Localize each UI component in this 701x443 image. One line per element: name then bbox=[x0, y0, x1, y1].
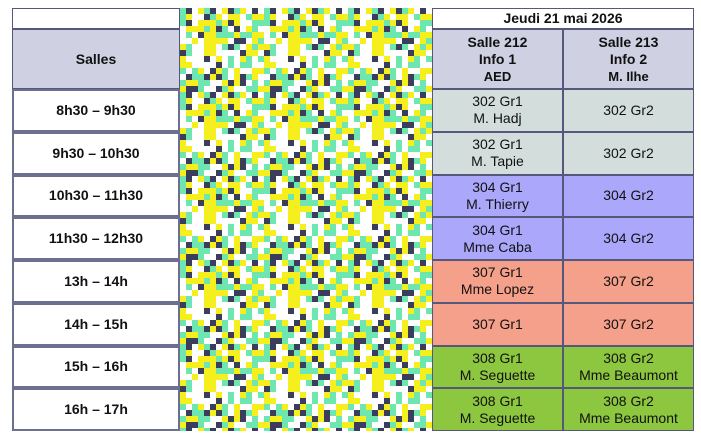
class-cell: 304 Gr2 bbox=[563, 174, 694, 218]
cell-text: 14h – 15h bbox=[64, 315, 128, 332]
class-cell: 308 Gr2 Mme Beaumont bbox=[563, 388, 694, 431]
cell-text: 13h – 14h bbox=[64, 272, 128, 289]
time-slot: 11h30 – 12h30 bbox=[12, 217, 180, 260]
time-slot: 10h30 – 11h30 bbox=[12, 174, 180, 218]
cell-text: 11h30 – 12h30 bbox=[48, 230, 144, 247]
cell-text: 307 Gr1 bbox=[472, 264, 523, 281]
date-header: Jeudi 21 mai 2026 bbox=[432, 8, 694, 29]
class-cell: 302 Gr1 M. Hadj bbox=[432, 89, 563, 132]
cell-text: Salles bbox=[75, 50, 117, 67]
rooms-label: Salles bbox=[12, 29, 180, 89]
cell-text: Jeudi 21 mai 2026 bbox=[503, 10, 623, 26]
cell-text: Mme Beaumont bbox=[579, 366, 678, 383]
cell-text: 302 Gr1 bbox=[472, 93, 523, 110]
cell-text: M. Ilhe bbox=[608, 68, 649, 84]
cell-text: 10h30 – 11h30 bbox=[48, 187, 144, 204]
cell-text: 304 Gr2 bbox=[603, 187, 654, 204]
cell-text: 15h – 16h bbox=[64, 358, 128, 375]
class-cell: 304 Gr1 Mme Caba bbox=[432, 217, 563, 260]
cell-text: M. Seguette bbox=[459, 409, 536, 426]
cell-text: 308 Gr2 bbox=[603, 392, 654, 409]
cell-text: 307 Gr2 bbox=[603, 272, 654, 289]
class-cell: 307 Gr1 Mme Lopez bbox=[432, 260, 563, 303]
class-cell: 307 Gr1 bbox=[432, 302, 563, 346]
cell-text: 8h30 – 9h30 bbox=[56, 101, 136, 118]
cell-text: Salle 212 bbox=[467, 33, 528, 50]
cell-text: M. Hadj bbox=[473, 110, 522, 127]
noise-fill bbox=[180, 8, 432, 431]
room-header: Salle 212 Info 1 AED bbox=[432, 29, 563, 89]
cell-text: 307 Gr2 bbox=[603, 315, 654, 332]
class-cell: 302 Gr1 M. Tapie bbox=[432, 131, 563, 175]
cell-text: Mme Caba bbox=[463, 238, 532, 255]
cell-text: Mme Lopez bbox=[460, 281, 535, 298]
class-cell: 304 Gr2 bbox=[563, 217, 694, 260]
noise-column bbox=[180, 8, 432, 431]
class-cell: 308 Gr1 M. Seguette bbox=[432, 388, 563, 431]
time-slot: 9h30 – 10h30 bbox=[12, 131, 180, 175]
time-slot: 8h30 – 9h30 bbox=[12, 89, 180, 132]
cell-text: Mme Beaumont bbox=[579, 409, 678, 426]
class-cell: 308 Gr2 Mme Beaumont bbox=[563, 345, 694, 389]
cell-text: Salle 213 bbox=[598, 33, 659, 50]
cell-text: 308 Gr1 bbox=[472, 392, 523, 409]
cell-text: 304 Gr1 bbox=[472, 221, 523, 238]
time-slot: 16h – 17h bbox=[12, 388, 180, 431]
cell-text: M. Tapie bbox=[471, 153, 524, 170]
class-cell: 307 Gr2 bbox=[563, 302, 694, 346]
cell-text: Info 1 bbox=[478, 50, 517, 67]
cell-text: 304 Gr2 bbox=[603, 230, 654, 247]
cell-text: M. Thierry bbox=[466, 195, 529, 212]
time-slot: 15h – 16h bbox=[12, 345, 180, 389]
cell-text: 16h – 17h bbox=[64, 401, 128, 418]
cell-text: 307 Gr1 bbox=[472, 315, 523, 332]
class-cell: 302 Gr2 bbox=[563, 131, 694, 175]
cell-text: 9h30 – 10h30 bbox=[52, 144, 140, 161]
cell-text: 302 Gr1 bbox=[472, 136, 523, 153]
class-cell: 304 Gr1 M. Thierry bbox=[432, 174, 563, 218]
cell-text: 302 Gr2 bbox=[603, 144, 654, 161]
cell-text: 308 Gr1 bbox=[472, 349, 523, 366]
cell-text: 304 Gr1 bbox=[472, 178, 523, 195]
cell-text: 308 Gr2 bbox=[603, 349, 654, 366]
class-cell: 307 Gr2 bbox=[563, 260, 694, 303]
class-cell: 308 Gr1 M. Seguette bbox=[432, 345, 563, 389]
cell-text: Info 2 bbox=[609, 50, 648, 67]
cell-text: M. Seguette bbox=[459, 366, 536, 383]
time-slot: 14h – 15h bbox=[12, 302, 180, 346]
cell-text: 302 Gr2 bbox=[603, 101, 654, 118]
empty-header bbox=[12, 8, 180, 29]
class-cell: 302 Gr2 bbox=[563, 89, 694, 132]
room-header: Salle 213 Info 2 M. Ilhe bbox=[563, 29, 694, 89]
cell-text: AED bbox=[483, 68, 512, 84]
time-slot: 13h – 14h bbox=[12, 260, 180, 303]
